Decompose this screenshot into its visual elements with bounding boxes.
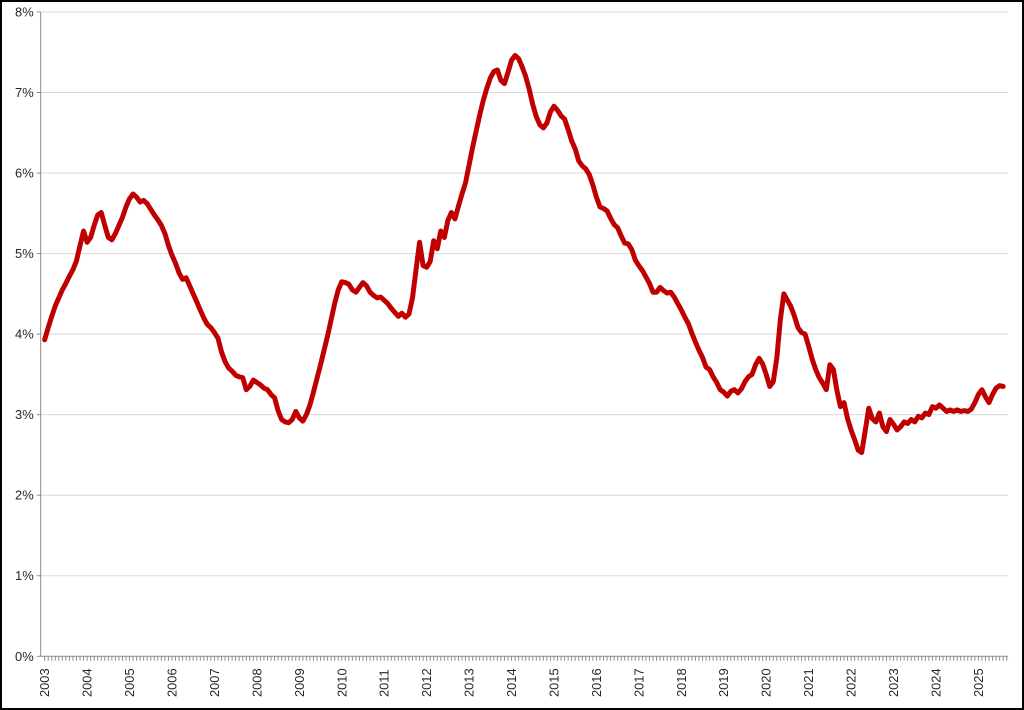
x-axis-label: 2023: [886, 668, 901, 697]
x-axis-label: 2016: [589, 668, 604, 697]
x-axis-label: 2018: [674, 668, 689, 697]
x-axis-label: 2006: [164, 668, 179, 697]
y-axis-label: 3%: [15, 407, 34, 422]
x-axis-label: 2011: [377, 669, 392, 697]
y-axis-label: 8%: [15, 4, 34, 19]
x-axis-label: 2022: [844, 668, 859, 697]
y-axis-label: 1%: [15, 568, 34, 583]
x-axis-label: 2005: [122, 668, 137, 697]
x-axis-label: 2008: [249, 668, 264, 697]
x-axis-label: 2013: [462, 668, 477, 697]
x-axis-label: 2010: [334, 668, 349, 697]
x-axis-label: 2025: [971, 668, 986, 697]
y-axis-label: 0%: [15, 649, 34, 664]
x-axis-label: 2020: [759, 668, 774, 697]
x-axis-label: 2009: [292, 668, 307, 697]
y-axis-label: 4%: [15, 327, 34, 342]
x-axis-label: 2024: [928, 668, 943, 697]
x-axis-label: 2019: [716, 668, 731, 697]
y-axis-label: 7%: [15, 85, 34, 100]
y-axis-label: 6%: [15, 166, 34, 181]
x-axis-label: 2003: [37, 668, 52, 697]
y-axis-label: 5%: [15, 246, 34, 261]
x-axis-label: 2021: [801, 668, 816, 697]
x-axis-label: 2012: [419, 668, 434, 697]
x-axis-label: 2015: [546, 668, 561, 697]
y-axis-label: 2%: [15, 488, 34, 503]
x-axis-label: 2007: [207, 668, 222, 697]
data-series-line: [42, 52, 1006, 456]
x-axis-label: 2014: [504, 668, 519, 697]
x-axis-label: 2004: [80, 668, 95, 697]
x-axis-label: 2017: [631, 668, 646, 697]
